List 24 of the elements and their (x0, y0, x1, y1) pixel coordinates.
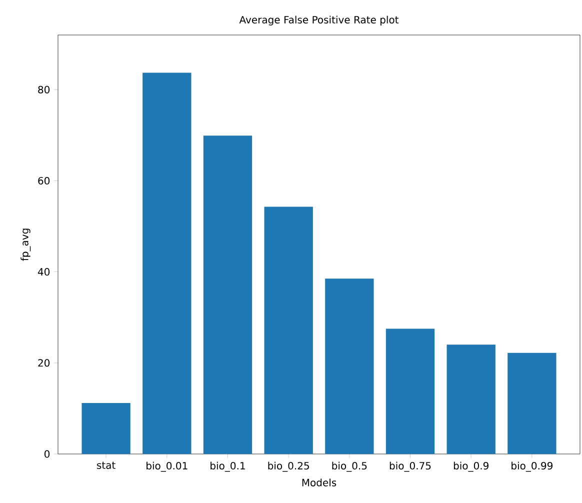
bar (264, 206, 313, 454)
x-tick-label: bio_0.1 (210, 462, 245, 472)
bar (203, 136, 252, 454)
bar (508, 352, 556, 454)
y-tick-label: 60 (38, 176, 50, 185)
y-tick-label: 40 (38, 268, 50, 276)
x-tick-label: bio_0.01 (146, 462, 188, 472)
x-tick-label: stat (97, 462, 116, 469)
x-tick-label: bio_0.99 (512, 462, 552, 472)
x-axis-title: Models (302, 478, 336, 486)
y-tick-label: 20 (38, 359, 50, 367)
y-tick-label: 80 (38, 86, 50, 94)
x-tick-label: bio_0.25 (268, 462, 309, 472)
bar (325, 278, 374, 454)
y-axis-title: fp_avg (20, 228, 31, 261)
bar (446, 344, 496, 454)
chart-title: Average False Positive Rate plot (239, 16, 399, 26)
bar (142, 72, 192, 454)
x-tick-label: bio_0.5 (332, 462, 367, 472)
y-tick-label: 0 (44, 450, 50, 458)
bar (386, 328, 435, 454)
bar (82, 402, 130, 454)
x-tick-label: bio_0.9 (454, 462, 488, 472)
x-tick-label: bio_0.75 (390, 462, 431, 472)
